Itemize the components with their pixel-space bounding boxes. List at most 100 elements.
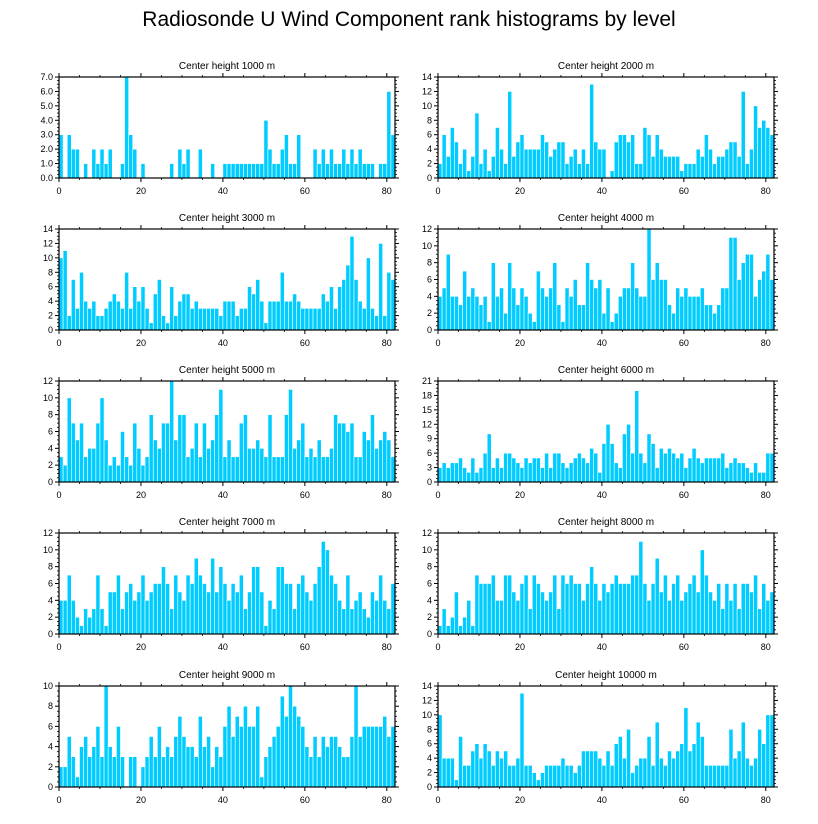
y-tick-label: 4 — [427, 291, 432, 301]
histogram-bar — [353, 163, 359, 179]
histogram-bar — [507, 91, 513, 179]
y-tick-label: 14 — [422, 681, 432, 691]
histogram-bar — [279, 695, 285, 788]
histogram-panel-9: Center height 9000 m 0 2 4 6 8 10 0 20 40 60 80 — [43, 670, 399, 805]
histogram-bar — [749, 765, 754, 788]
histogram-bar — [210, 163, 216, 179]
y-tick-label: 4 — [427, 144, 432, 154]
x-tick-label: 40 — [597, 642, 607, 652]
histogram-bar — [198, 715, 203, 788]
histogram-bar — [288, 300, 293, 331]
histogram-bar — [206, 736, 211, 788]
histogram-bar — [712, 765, 717, 788]
histogram-bar — [572, 772, 578, 788]
y-tick-label: 12 — [422, 695, 432, 705]
histogram-bar — [658, 591, 664, 635]
histogram-bar — [370, 726, 375, 788]
histogram-bar — [757, 127, 763, 179]
x-tick-label: 40 — [597, 490, 607, 500]
histogram-bar — [716, 304, 722, 331]
histogram-bar — [374, 726, 379, 788]
histogram-bar — [540, 591, 545, 635]
histogram-bar — [271, 300, 277, 331]
histogram-bar — [679, 296, 685, 331]
x-tick-label: 80 — [761, 642, 771, 652]
histogram-bar — [757, 608, 763, 635]
histogram-bar — [157, 583, 162, 635]
histogram-bar — [540, 134, 545, 179]
histogram-bar — [687, 583, 693, 635]
histogram-panel-10: Center height 10000 m 0 2 4 6 8 10 12 14 0 20 40 60 8… — [422, 670, 778, 805]
histogram-bar — [341, 608, 347, 635]
histogram-bar — [769, 452, 775, 483]
histogram-bar — [728, 462, 734, 483]
histogram-bar — [136, 300, 142, 331]
histogram-bar — [560, 321, 566, 331]
histogram-bar — [650, 765, 656, 788]
histogram-bar — [148, 322, 154, 331]
histogram-bar — [316, 308, 322, 331]
histogram-bar — [556, 304, 562, 331]
histogram-bar — [251, 293, 256, 331]
histogram-bar — [613, 312, 619, 331]
histogram-bar — [609, 321, 615, 331]
histogram-bar — [161, 422, 166, 483]
histogram-bar — [699, 736, 705, 788]
histogram-bar — [341, 422, 347, 483]
histogram-bar — [366, 257, 371, 331]
histogram-bar — [312, 736, 318, 788]
histogram-panel-6: Center height 6000 m 0 3 6 9 12 15 18 21 0 20 40 60 8… — [422, 365, 778, 500]
histogram-bar — [58, 766, 64, 788]
histogram-bar — [663, 452, 668, 483]
histogram-bar — [478, 304, 484, 331]
y-tick-label: 10 — [422, 241, 432, 251]
histogram-bar — [540, 467, 545, 483]
histogram-bar — [728, 600, 734, 635]
histogram-bar — [370, 414, 375, 483]
histogram-bar — [552, 765, 558, 788]
y-tick-label: 18 — [422, 390, 432, 400]
y-tick-label: 8 — [427, 115, 432, 125]
histogram-bar — [474, 743, 480, 788]
histogram-bar — [626, 287, 631, 331]
y-tick-label: 2 — [48, 311, 53, 321]
histogram-bar — [357, 148, 363, 179]
histogram-bar — [62, 250, 68, 331]
histogram-bar — [87, 616, 93, 635]
histogram-bar — [507, 574, 513, 635]
histogram-bar — [609, 443, 615, 483]
histogram-bar — [581, 600, 586, 635]
histogram-bar — [605, 591, 611, 635]
histogram-bar — [486, 433, 492, 483]
histogram-bar — [370, 163, 375, 179]
histogram-bar — [148, 736, 154, 788]
histogram-bar — [181, 293, 187, 331]
histogram-bar — [234, 715, 240, 788]
histogram-bar — [589, 448, 595, 483]
histogram-bar — [597, 600, 603, 635]
histogram-bar — [263, 456, 269, 483]
histogram-bar — [769, 714, 775, 788]
histogram-bar — [263, 756, 269, 788]
histogram-bar — [304, 746, 310, 788]
histogram-bar — [683, 707, 689, 788]
histogram-bar — [320, 148, 326, 179]
histogram-bar — [148, 414, 154, 483]
histogram-bar — [111, 756, 117, 788]
histogram-bar — [198, 148, 203, 179]
histogram-bar — [679, 170, 685, 179]
histogram-bar — [650, 583, 656, 635]
histogram-bar — [687, 296, 693, 331]
x-tick-label: 0 — [56, 338, 61, 348]
x-tick-label: 60 — [679, 186, 689, 196]
histogram-bar — [454, 296, 459, 331]
histogram-bar — [552, 262, 558, 331]
y-tick-label: 0 — [427, 173, 432, 183]
y-tick-label: 6 — [427, 579, 432, 589]
histogram-bar — [206, 308, 211, 331]
histogram-bar — [251, 448, 256, 483]
histogram-bar — [437, 625, 443, 635]
x-tick-label: 20 — [136, 338, 146, 348]
panel-title: Center height 4000 m — [558, 213, 654, 224]
y-tick-label: 12 — [422, 224, 432, 234]
